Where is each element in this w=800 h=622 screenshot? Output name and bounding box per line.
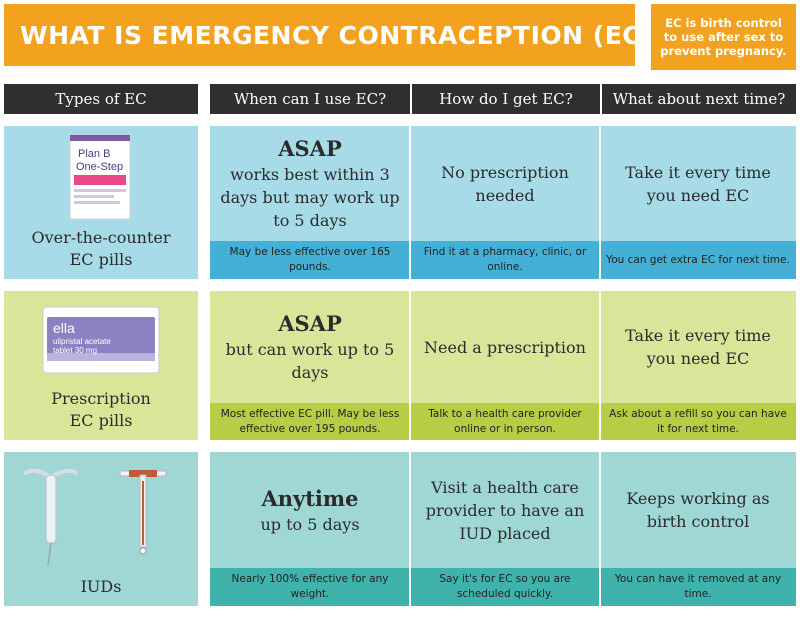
next-text: Keeps working as birth control bbox=[626, 489, 770, 531]
type-label: EC pills bbox=[69, 411, 133, 430]
title-bar: WHAT IS EMERGENCY CONTRACEPTION (EC)? bbox=[4, 4, 668, 66]
svg-text:tablet 30 mg: tablet 30 mg bbox=[53, 346, 97, 355]
how-cell: Need a prescription bbox=[410, 291, 600, 403]
when-note: Nearly 100% effective for any weight. bbox=[210, 568, 410, 606]
how-cell: Visit a health care provider to have an … bbox=[410, 452, 600, 568]
next-note: Ask about a refill so you can have it fo… bbox=[600, 403, 796, 440]
svg-text:One-Step: One-Step bbox=[76, 161, 123, 173]
next-cell: Keeps working as birth control bbox=[600, 452, 796, 568]
svg-text:ella: ella bbox=[53, 320, 75, 336]
type-otc-pills: Plan B One-Step Over-the-counter EC pill… bbox=[4, 126, 198, 279]
when-cell: ASAP but can work up to 5 days bbox=[210, 291, 410, 403]
how-cell: No prescription needed bbox=[410, 126, 600, 241]
type-label: EC pills bbox=[69, 250, 133, 269]
next-cell: Take it every time you need EC bbox=[600, 126, 796, 241]
when-text: but can work up to 5 days bbox=[225, 340, 395, 382]
next-note: You can have it removed at any time. bbox=[600, 568, 796, 606]
how-note: Find it at a pharmacy, clinic, or online… bbox=[410, 241, 600, 279]
ella-box-icon: ella ulipristal acetate tablet 30 mg bbox=[42, 306, 160, 373]
when-headline: ASAP bbox=[278, 136, 342, 161]
header-types: Types of EC bbox=[4, 84, 198, 114]
column-divider bbox=[409, 452, 411, 606]
column-divider bbox=[409, 291, 411, 440]
type-label: Prescription bbox=[51, 389, 151, 408]
type-label: IUDs bbox=[80, 577, 122, 596]
when-cell: Anytime up to 5 days bbox=[210, 452, 410, 568]
column-divider bbox=[599, 291, 601, 440]
when-text: up to 5 days bbox=[260, 514, 360, 534]
when-note: Most effective EC pill. May be less effe… bbox=[210, 403, 410, 440]
type-label: Over-the-counter bbox=[31, 228, 171, 247]
how-text: No prescription needed bbox=[441, 162, 569, 205]
column-divider bbox=[599, 126, 601, 279]
column-divider bbox=[409, 126, 411, 279]
when-text: works best within 3 days but may work up… bbox=[220, 165, 400, 230]
column-divider bbox=[599, 452, 601, 606]
plan-b-box-icon: Plan B One-Step bbox=[69, 134, 131, 219]
next-cell: Take it every time you need EC bbox=[600, 291, 796, 403]
svg-text:Plan B: Plan B bbox=[78, 148, 110, 160]
when-cell: ASAP works best within 3 days but may wo… bbox=[210, 126, 410, 241]
iud-devices-icon bbox=[24, 468, 167, 566]
how-text: Visit a health care provider to have an … bbox=[425, 477, 585, 543]
next-text: Take it every time you need EC bbox=[625, 326, 771, 368]
how-text: Need a prescription bbox=[424, 337, 586, 357]
how-note: Say it's for EC so you are scheduled qui… bbox=[410, 568, 600, 606]
how-note: Talk to a health care provider online or… bbox=[410, 403, 600, 440]
type-prescription-pills: ella ulipristal acetate tablet 30 mg Pre… bbox=[4, 291, 198, 440]
next-note: You can get extra EC for next time. bbox=[600, 241, 796, 279]
svg-text:ulipristal acetate: ulipristal acetate bbox=[53, 337, 111, 346]
next-text: Take it every time you need EC bbox=[625, 162, 771, 205]
header-how: How do I get EC? bbox=[410, 84, 600, 114]
title-note: EC is birth control to use after sex to … bbox=[651, 4, 796, 70]
type-iuds: IUDs bbox=[4, 452, 198, 606]
header-when: When can I use EC? bbox=[210, 84, 410, 114]
header-next: What about next time? bbox=[600, 84, 796, 114]
when-headline: Anytime bbox=[261, 485, 359, 511]
page-title: WHAT IS EMERGENCY CONTRACEPTION (EC)? bbox=[20, 20, 669, 50]
when-headline: ASAP bbox=[278, 311, 342, 336]
when-note: May be less effective over 165 pounds. bbox=[210, 241, 410, 279]
